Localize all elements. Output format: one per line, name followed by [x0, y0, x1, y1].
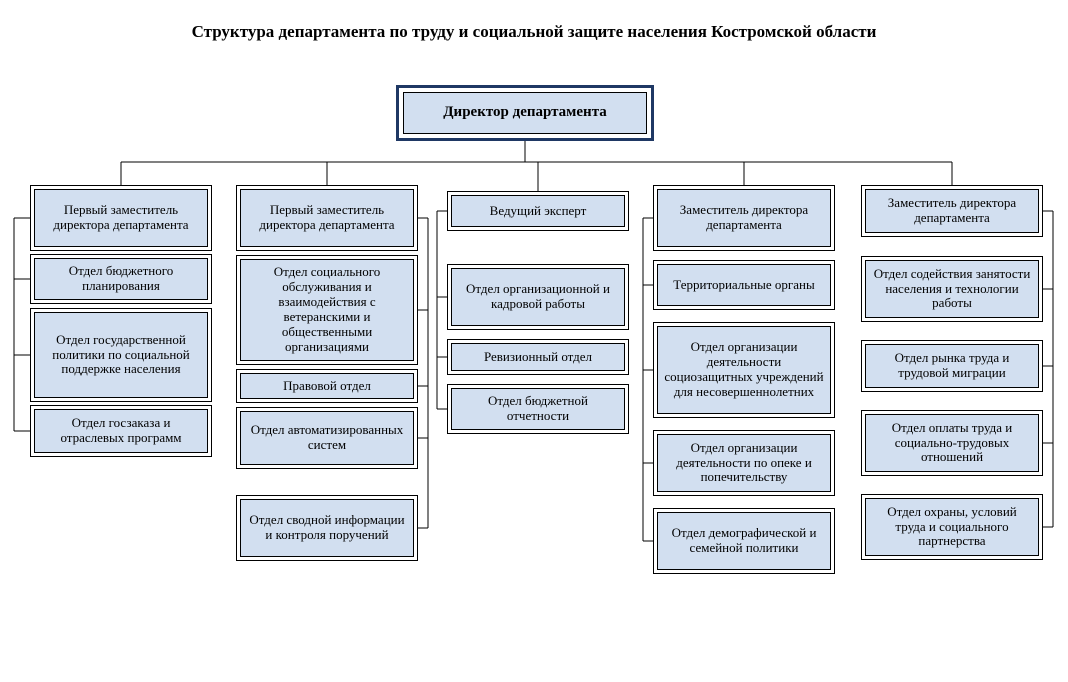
node-c5_d-label: Отдел охраны, условий труда и социальног… — [866, 503, 1038, 552]
node-c1_b: Отдел государственной политики по социал… — [34, 312, 208, 398]
node-c4_b-label: Отдел организации деятельности социозащи… — [658, 338, 830, 402]
node-c2_d: Отдел сводной информации и контроля пору… — [240, 499, 414, 557]
node-c3_c: Отдел бюджетной отчетности — [451, 388, 625, 430]
node-c2: Первый заместитель директора департамент… — [240, 189, 414, 247]
node-c5_b: Отдел рынка труда и трудовой миграции — [865, 344, 1039, 388]
node-c4_c-label: Отдел организации деятельности по опеке … — [658, 439, 830, 488]
node-c2_b: Правовой отдел — [240, 373, 414, 399]
node-c3_c-label: Отдел бюджетной отчетности — [452, 392, 624, 426]
node-c5_b-label: Отдел рынка труда и трудовой миграции — [866, 349, 1038, 383]
node-c5-label: Заместитель директора департамента — [866, 194, 1038, 228]
node-c3_a-label: Отдел организационной и кадровой работы — [452, 280, 624, 314]
node-c2_d-label: Отдел сводной информации и контроля пору… — [241, 511, 413, 545]
node-c1_a: Отдел бюджетного планирования — [34, 258, 208, 300]
node-c3: Ведущий эксперт — [451, 195, 625, 227]
node-c2_a-label: Отдел социального обслуживания и взаимод… — [241, 263, 413, 357]
node-c5: Заместитель директора департамента — [865, 189, 1039, 233]
node-c3-label: Ведущий эксперт — [452, 202, 624, 221]
node-c3_b-label: Ревизионный отдел — [452, 348, 624, 367]
node-c5_a-label: Отдел содействия занятости населения и т… — [866, 265, 1038, 314]
node-c2_a: Отдел социального обслуживания и взаимод… — [240, 259, 414, 361]
node-c2-label: Первый заместитель директора департамент… — [241, 201, 413, 235]
node-c5_c: Отдел оплаты труда и социально-трудовых … — [865, 414, 1039, 472]
node-c3_a: Отдел организационной и кадровой работы — [451, 268, 625, 326]
node-c2_c-label: Отдел автоматизированных систем — [241, 421, 413, 455]
node-c2_c: Отдел автоматизированных систем — [240, 411, 414, 465]
node-c4_a: Территориальные органы — [657, 264, 831, 306]
node-c5_c-label: Отдел оплаты труда и социально-трудовых … — [866, 419, 1038, 468]
node-root: Директор департамента — [404, 93, 646, 133]
node-c4_c: Отдел организации деятельности по опеке … — [657, 434, 831, 492]
node-c1_c: Отдел госзаказа и отраслевых программ — [34, 409, 208, 453]
page-title: Структура департамента по труду и социал… — [0, 22, 1068, 42]
node-root-label: Директор департамента — [404, 102, 646, 123]
node-c3_b: Ревизионный отдел — [451, 343, 625, 371]
node-c1_c-label: Отдел госзаказа и отраслевых программ — [35, 414, 207, 448]
node-c4-label: Заместитель директора департамента — [658, 201, 830, 235]
node-c5_d: Отдел охраны, условий труда и социальног… — [865, 498, 1039, 556]
node-c4_a-label: Территориальные органы — [658, 276, 830, 295]
node-c2_b-label: Правовой отдел — [241, 377, 413, 396]
node-c1_b-label: Отдел государственной политики по социал… — [35, 331, 207, 380]
node-c5_a: Отдел содействия занятости населения и т… — [865, 260, 1039, 318]
node-c4_d-label: Отдел демографической и семейной политик… — [658, 524, 830, 558]
org-chart-canvas: { "title": "Структура департамента по тр… — [0, 0, 1068, 682]
node-c1_a-label: Отдел бюджетного планирования — [35, 262, 207, 296]
node-c4_b: Отдел организации деятельности социозащи… — [657, 326, 831, 414]
node-c4_d: Отдел демографической и семейной политик… — [657, 512, 831, 570]
node-c4: Заместитель директора департамента — [657, 189, 831, 247]
node-c1-label: Первый заместитель директора департамент… — [35, 201, 207, 235]
node-c1: Первый заместитель директора департамент… — [34, 189, 208, 247]
